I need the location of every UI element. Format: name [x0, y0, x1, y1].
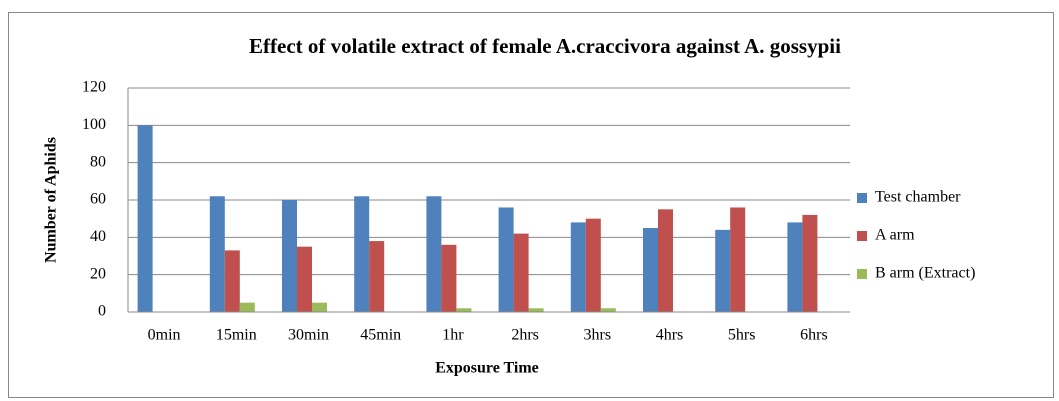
legend-swatch [857, 269, 867, 279]
x-tick-label: 1hr [442, 327, 464, 344]
y-tick-label: 20 [90, 265, 106, 282]
bar [643, 228, 658, 312]
bar [209, 196, 225, 312]
x-tick-label: 15min [216, 327, 257, 344]
bar [498, 207, 514, 312]
legend-swatch [857, 193, 867, 203]
bar [585, 218, 601, 312]
chart-title: Effect of volatile extract of female A.c… [249, 34, 841, 58]
x-tick-label: 45min [360, 327, 401, 344]
legend-label: B arm (Extract) [875, 265, 975, 282]
bar [513, 233, 529, 312]
bar [600, 308, 616, 312]
bar [441, 244, 457, 312]
bar [456, 308, 472, 312]
bar [426, 196, 442, 312]
bar [239, 302, 255, 312]
legend-swatch [857, 231, 867, 241]
bar [528, 308, 544, 312]
x-axis-title: Exposure Time [435, 360, 539, 377]
y-tick-label: 120 [82, 79, 106, 96]
y-tick-label: 40 [90, 228, 106, 245]
y-tick-label: 80 [90, 153, 106, 170]
bar [137, 125, 153, 312]
x-tick-label: 3hrs [584, 327, 612, 344]
y-axis-title: Number of Aphids [43, 137, 60, 263]
x-tick-label: 0min [148, 327, 181, 344]
y-tick-label: 60 [90, 191, 106, 208]
bar [715, 229, 731, 312]
x-tick-label: 30min [288, 327, 329, 344]
bar [297, 246, 312, 312]
bar [354, 196, 370, 312]
bar [787, 222, 803, 312]
x-tick-label: 4hrs [656, 327, 684, 344]
bar [730, 207, 746, 312]
y-tick-label: 0 [98, 303, 106, 320]
legend-label: Test chamber [875, 189, 961, 206]
bar [658, 209, 673, 312]
x-tick-label: 6hrs [800, 327, 828, 344]
bar [282, 200, 297, 312]
y-tick-label: 100 [82, 116, 106, 133]
legend-label: A arm [875, 227, 915, 244]
bar [570, 222, 586, 312]
chart-frame [8, 12, 1054, 398]
x-tick-label: 5hrs [728, 327, 756, 344]
bar [312, 302, 327, 312]
bar [224, 250, 240, 312]
bar [369, 241, 385, 312]
bar [802, 214, 818, 312]
x-tick-label: 2hrs [511, 327, 539, 344]
